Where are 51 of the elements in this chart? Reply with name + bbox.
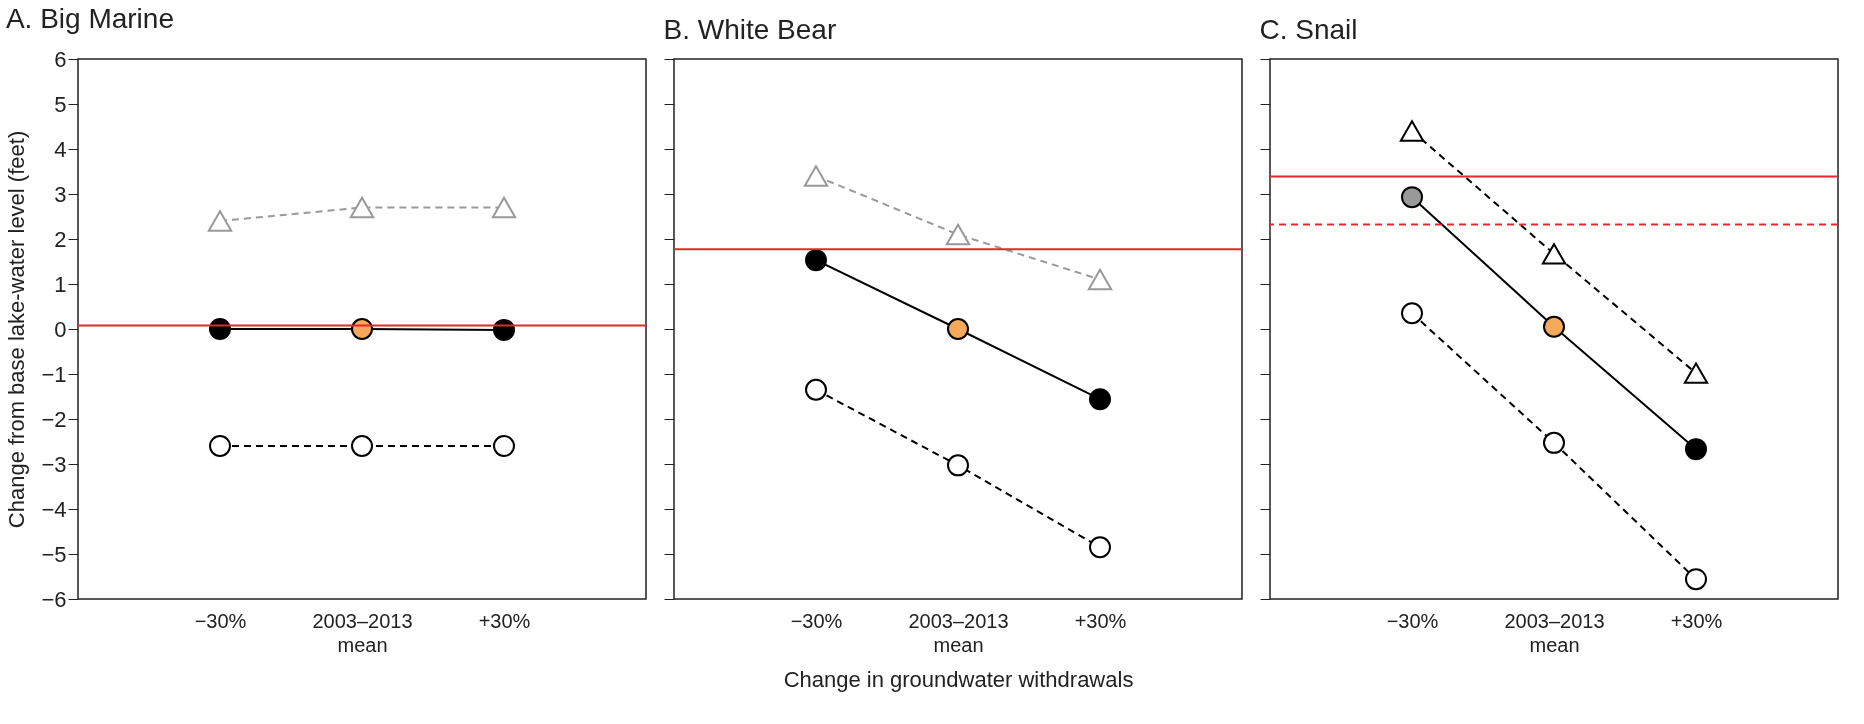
x-tick-label: 2003–2013 mean (908, 609, 1009, 656)
point (945, 223, 971, 246)
y-tick-label: 2 (54, 226, 67, 252)
point (1401, 302, 1423, 325)
point (1543, 431, 1565, 454)
point (803, 165, 829, 187)
chart-title: B. White Bear (663, 13, 837, 45)
y-tick-label: −3 (41, 451, 67, 477)
point (805, 378, 827, 401)
point (1685, 568, 1707, 591)
x-tick-label: 2003–2013 mean (1504, 609, 1605, 656)
x-tick-label: −30% (790, 609, 843, 632)
x-tick-label: −30% (1386, 609, 1439, 632)
y-tick-label: −2 (41, 406, 67, 432)
y-tick-label: 1 (54, 271, 67, 297)
x-tick-label: +30% (1074, 609, 1127, 632)
x-tick-label: −30% (194, 609, 247, 632)
point (947, 318, 969, 340)
point (351, 435, 373, 457)
point (1401, 186, 1423, 209)
point (1541, 243, 1567, 265)
point (491, 196, 517, 219)
point (209, 435, 231, 457)
point (805, 249, 827, 272)
chart-title: A. Big Marine (5, 3, 174, 34)
y-tick-label: −4 (41, 496, 67, 522)
point (1683, 362, 1709, 384)
point (1087, 268, 1113, 291)
point (207, 210, 233, 232)
y-tick-label: 3 (54, 181, 67, 207)
y-axis-title: Change from base lake-water level (feet) (4, 130, 30, 529)
chart-title: C. Snail (1259, 13, 1358, 45)
x-tick-label: +30% (1670, 609, 1723, 632)
y-tick-label: 4 (54, 136, 67, 162)
x-axis-title: Change in groundwater withdrawals (783, 666, 1134, 692)
y-tick-label: 0 (54, 316, 67, 342)
y-tick-label: 5 (54, 91, 67, 117)
point (1685, 438, 1707, 461)
x-tick-label: +30% (478, 609, 531, 632)
y-tick-label: −1 (41, 361, 67, 387)
point (1399, 120, 1425, 142)
x-tick-label: 2003–2013 mean (312, 609, 413, 656)
point (1089, 536, 1111, 559)
y-tick-label: −6 (41, 586, 67, 612)
point (1089, 388, 1111, 411)
point (349, 196, 375, 219)
point (1543, 315, 1565, 338)
y-tick-label: −5 (41, 541, 67, 567)
y-tick-label: 6 (54, 46, 67, 72)
point (947, 454, 969, 477)
point (493, 435, 515, 457)
